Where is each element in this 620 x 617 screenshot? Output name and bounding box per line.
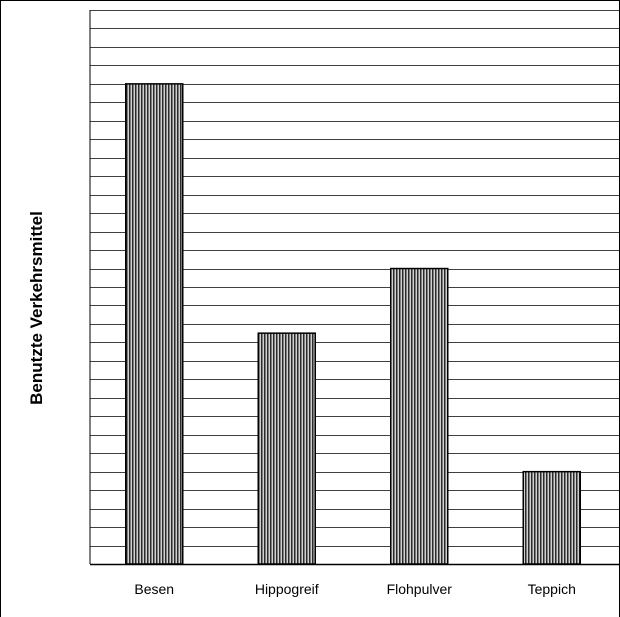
y-axis-label: Benutzte Verkehrsmittel xyxy=(27,211,46,405)
bars xyxy=(125,83,581,565)
x-tick-label-hippogreif: Hippogreif xyxy=(255,581,319,597)
x-tick-label-besen: Besen xyxy=(134,581,174,597)
x-tick-labels: Besen Hippogreif Flohpulver Teppich xyxy=(134,581,575,597)
bar-teppich xyxy=(522,470,581,565)
bar-hippogreif xyxy=(257,332,316,565)
x-tick-label-flohpulver: Flohpulver xyxy=(387,581,453,597)
x-tick-label-teppich: Teppich xyxy=(528,581,576,597)
bar-flohpulver xyxy=(390,267,449,565)
bar-besen xyxy=(125,83,184,565)
